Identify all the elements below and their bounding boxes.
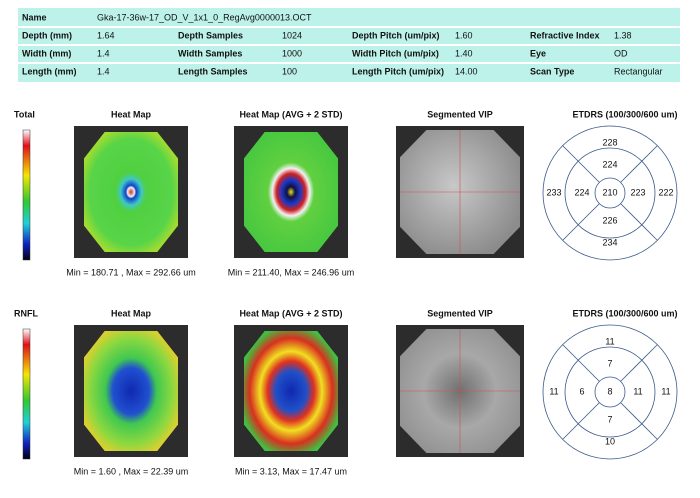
image-caption: Min = 3.13, Max = 17.47 um [235, 466, 347, 476]
image-caption: Min = 211.40, Max = 246.96 um [228, 267, 354, 277]
heat-map-image [244, 132, 338, 252]
field-value: 100 [282, 66, 297, 76]
field-value: Gka-17-36w-17_OD_V_1x1_0_RegAvg0000013.O… [97, 12, 312, 22]
etdrs-value: 228 [602, 137, 617, 147]
etdrs-ring [542, 125, 678, 261]
etdrs-value: 223 [630, 187, 645, 197]
field-label: Depth (mm) [22, 30, 72, 40]
etdrs-value: 11 [661, 386, 670, 396]
heat-map-image [84, 132, 178, 252]
field-label: Depth Samples [178, 30, 243, 40]
image-caption: Min = 1.60 , Max = 22.39 um [74, 466, 189, 476]
color-bar [22, 328, 31, 460]
etdrs-ring [564, 346, 656, 438]
field-label: Width (mm) [22, 48, 71, 58]
field-label: Width Samples [178, 48, 242, 58]
etdrs-value: 210 [602, 187, 617, 197]
image-title: Heat Map (AVG + 2 STD) [239, 109, 342, 119]
etdrs-value: 7 [607, 358, 612, 368]
field-label: Scan Type [530, 66, 574, 76]
etdrs-value: 224 [574, 187, 589, 197]
image-title: Heat Map [111, 109, 152, 119]
field-label: Length Pitch (um/pix) [352, 66, 444, 76]
etdrs-value: 224 [602, 159, 617, 169]
etdrs-value: 7 [607, 414, 612, 424]
image-title: Segmented VIP [427, 109, 493, 119]
field-value: 1000 [282, 48, 302, 58]
etdrs-divider [562, 203, 600, 241]
etdrs-value: 10 [605, 436, 615, 446]
color-bar [22, 129, 31, 261]
etdrs-value: 234 [602, 237, 617, 247]
etdrs-value: 8 [607, 386, 612, 396]
field-label: Depth Pitch (um/pix) [352, 30, 440, 40]
image-title: ETDRS (100/300/600 um) [572, 308, 677, 318]
etdrs-divider [620, 145, 658, 183]
heat-map-image [84, 331, 178, 451]
heat-map-image [244, 331, 338, 451]
etdrs-value: 233 [546, 187, 561, 197]
etdrs-divider [562, 344, 600, 382]
field-value: 1.60 [455, 30, 473, 40]
etdrs-ring [542, 324, 678, 460]
field-value: 1.40 [455, 48, 473, 58]
field-label: Name [22, 12, 47, 22]
image-title: Heat Map (AVG + 2 STD) [239, 308, 342, 318]
field-label: Width Pitch (um/pix) [352, 48, 439, 58]
field-value: 1024 [282, 30, 302, 40]
etdrs-divider [620, 344, 658, 382]
field-value: Rectangular [614, 66, 663, 76]
etdrs-divider [620, 203, 658, 241]
field-value: 1.38 [614, 30, 632, 40]
etdrs-value: 11 [633, 386, 642, 396]
etdrs-divider [620, 402, 658, 440]
etdrs-value: 226 [602, 215, 617, 225]
field-label: Length (mm) [22, 66, 77, 76]
field-value: 1.4 [97, 48, 110, 58]
field-value: OD [614, 48, 628, 58]
etdrs-value: 11 [549, 386, 558, 396]
etdrs-ring [594, 177, 626, 209]
etdrs-divider [562, 402, 600, 440]
image-title: Heat Map [111, 308, 152, 318]
field-value: 1.64 [97, 30, 115, 40]
etdrs-value: 222 [658, 187, 673, 197]
image-caption: Min = 180.71 , Max = 292.66 um [66, 267, 196, 277]
etdrs-divider [562, 145, 600, 183]
field-label: Refractive Index [530, 30, 600, 40]
field-value: 14.00 [455, 66, 478, 76]
etdrs-value: 6 [579, 386, 584, 396]
field-label: Eye [530, 48, 546, 58]
field-value: 1.4 [97, 66, 110, 76]
image-title: ETDRS (100/300/600 um) [572, 109, 677, 119]
panel-label: RNFL [14, 308, 38, 318]
etdrs-ring [594, 376, 626, 408]
etdrs-value: 11 [605, 336, 614, 346]
panel-label: Total [14, 109, 35, 119]
image-title: Segmented VIP [427, 308, 493, 318]
field-label: Length Samples [178, 66, 248, 76]
etdrs-ring [564, 147, 656, 239]
